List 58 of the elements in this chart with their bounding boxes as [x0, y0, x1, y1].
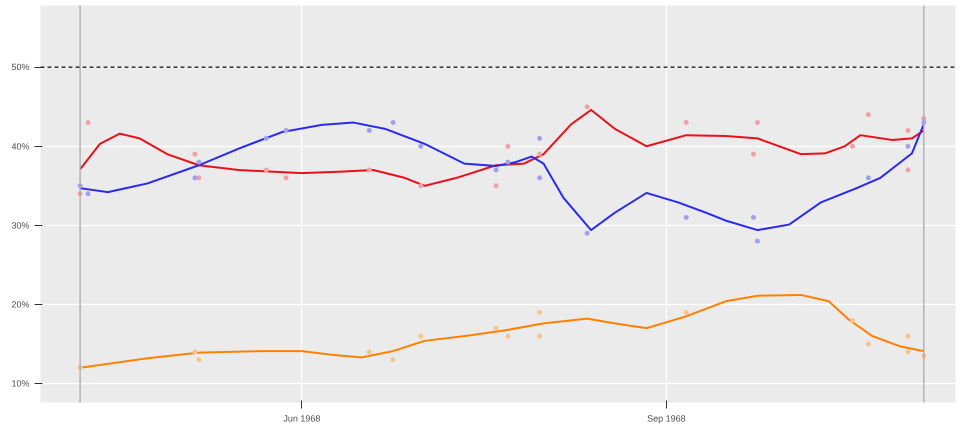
point — [537, 175, 542, 180]
point — [366, 349, 372, 354]
point — [866, 341, 871, 346]
point — [390, 357, 396, 362]
point — [866, 112, 871, 118]
line-series — [79, 108, 925, 187]
point — [505, 334, 510, 339]
point — [192, 175, 198, 180]
point — [850, 318, 856, 323]
point — [284, 128, 289, 133]
point — [754, 238, 760, 244]
y-tick-label: 30% — [11, 220, 30, 230]
point — [505, 144, 510, 149]
point — [684, 214, 689, 220]
point — [866, 175, 871, 180]
point — [390, 120, 396, 126]
point — [196, 160, 202, 165]
y-tick-label: 20% — [11, 299, 30, 310]
point — [750, 152, 756, 157]
x-tick-label: Sep 1968 — [647, 414, 686, 424]
point — [537, 136, 542, 141]
point — [584, 104, 590, 110]
x-tick-label: Jun 1968 — [283, 414, 320, 424]
point — [494, 183, 499, 188]
point — [86, 191, 91, 196]
y-tick-label: 10% — [11, 378, 30, 389]
point — [584, 230, 590, 236]
point — [505, 160, 510, 165]
point — [905, 168, 910, 172]
point — [264, 168, 269, 172]
point — [418, 144, 424, 149]
point — [537, 334, 542, 339]
point — [86, 120, 91, 126]
point — [418, 334, 424, 339]
point — [264, 136, 269, 141]
point — [905, 334, 910, 339]
point — [905, 349, 910, 354]
line-series — [79, 122, 925, 232]
point — [905, 144, 910, 149]
y-tick-label: 40% — [11, 141, 30, 152]
point — [850, 144, 856, 149]
point — [494, 326, 499, 331]
point — [366, 128, 372, 133]
point — [684, 310, 689, 315]
point — [196, 357, 202, 362]
point — [537, 310, 542, 315]
point — [192, 152, 198, 157]
point — [905, 128, 910, 133]
point — [684, 120, 689, 126]
y-tick-label: 50% — [11, 62, 30, 72]
point — [537, 152, 542, 157]
point — [494, 168, 499, 172]
point — [366, 168, 372, 172]
point — [750, 214, 756, 220]
point — [284, 175, 289, 180]
point — [192, 349, 198, 354]
point — [754, 120, 760, 126]
point — [418, 183, 424, 188]
